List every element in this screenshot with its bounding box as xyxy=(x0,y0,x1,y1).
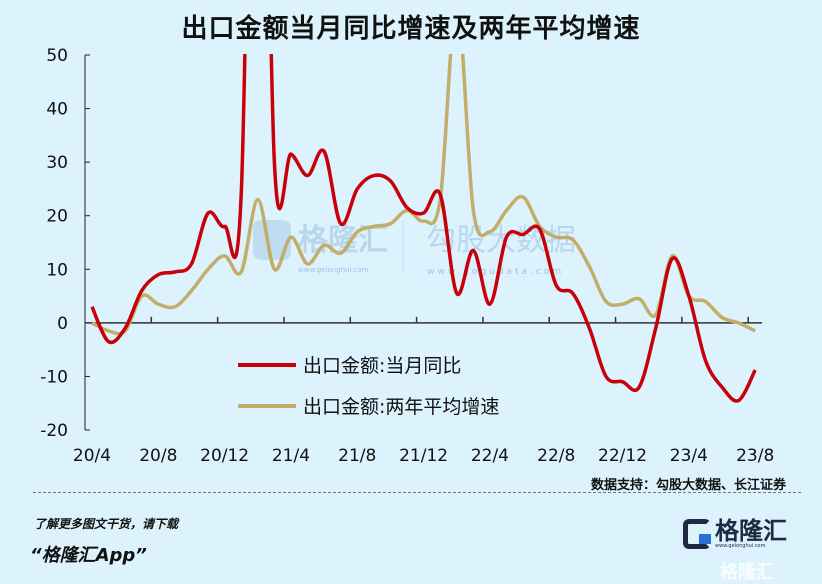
y-tick-label: 30 xyxy=(46,153,68,173)
logo-g-icon xyxy=(683,519,711,549)
divider xyxy=(33,492,801,493)
watermark-gelonghui-url: www.gelonghui.com xyxy=(298,266,369,274)
watermark-logo-icon xyxy=(253,220,291,260)
x-tick-label: 21/12 xyxy=(399,446,448,466)
watermark-gogudata-url: www.gogudata.com xyxy=(427,267,564,277)
gelonghui-logo: 格隆汇 www.gelonghui.com xyxy=(683,519,787,549)
y-tick-label: 40 xyxy=(46,100,68,120)
x-tick-label: 21/8 xyxy=(338,446,376,466)
series-monthly-yoy-line xyxy=(90,54,757,403)
y-tick-label: 50 xyxy=(46,46,68,66)
logo-text: 格隆汇 xyxy=(715,517,787,545)
promo-text: 了解更多图文干货，请下载 xyxy=(34,517,179,531)
x-tick-label: 20/12 xyxy=(200,446,249,466)
y-tick-label: 20 xyxy=(46,207,68,227)
legend-label: 出口金额:两年平均增速 xyxy=(303,396,499,418)
x-tick-label: 20/8 xyxy=(139,446,177,466)
chart-title: 出口金额当月同比增速及两年平均增速 xyxy=(181,14,641,44)
x-tick-label: 22/8 xyxy=(537,446,575,466)
promo-app-name: “格隆汇App” xyxy=(30,545,147,566)
y-tick-label: -10 xyxy=(40,367,68,387)
legend-label: 出口金额:当月同比 xyxy=(303,355,461,377)
x-tick-label: 22/12 xyxy=(598,446,647,466)
corner-watermark: 格隆汇 xyxy=(720,562,774,583)
x-tick-label: 23/4 xyxy=(670,446,708,466)
x-tick-label: 20/4 xyxy=(73,446,111,466)
y-tick-label: -20 xyxy=(40,421,68,441)
y-tick-label: 0 xyxy=(57,314,68,334)
data-source: 数据支持：勾股大数据、长江证券 xyxy=(590,478,786,493)
x-tick-label: 22/4 xyxy=(471,446,509,466)
x-tick-label: 21/4 xyxy=(272,446,310,466)
y-tick-label: 10 xyxy=(46,260,68,280)
series-two-year-average-line xyxy=(91,54,756,336)
x-tick-label: 23/8 xyxy=(736,446,774,466)
logo-url: www.gelonghui.com xyxy=(715,543,766,549)
